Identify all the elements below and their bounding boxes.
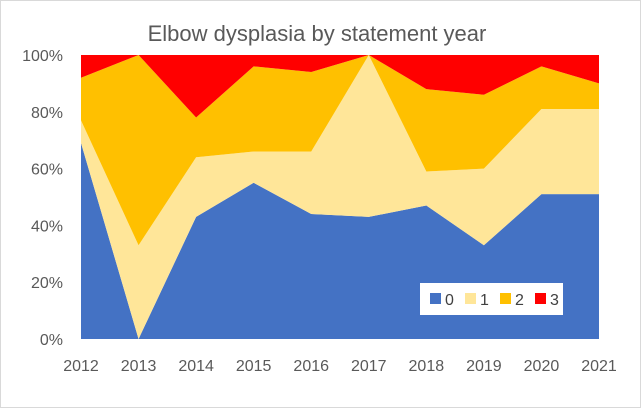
x-tick-label: 2012 (63, 358, 99, 375)
x-tick-label: 2014 (178, 358, 214, 375)
legend: 0 1 2 3 (420, 283, 563, 315)
x-tick-label: 2020 (524, 358, 560, 375)
legend-swatch-3 (535, 293, 546, 304)
legend-label-2: 2 (515, 292, 524, 309)
x-tick-label: 2016 (293, 358, 329, 375)
y-tick-label: 60% (31, 162, 63, 179)
y-tick-label: 40% (31, 218, 63, 235)
x-tick-label: 2019 (466, 358, 502, 375)
area-series-3 (81, 55, 599, 118)
legend-label-1: 1 (480, 292, 489, 309)
y-tick-label: 20% (31, 275, 63, 292)
x-tick-label: 2015 (236, 358, 272, 375)
x-tick-label: 2018 (409, 358, 445, 375)
legend-label-0: 0 (445, 292, 454, 309)
legend-swatch-0 (430, 293, 441, 304)
y-tick-label: 100% (22, 48, 63, 65)
area-series-1 (81, 55, 599, 339)
x-axis-ticks: 2012 2013 2014 2015 2016 2017 2018 2019 2020 2021 (63, 358, 617, 375)
x-tick-label: 2021 (581, 358, 617, 375)
chart-title: Elbow dysplasia by statement year (148, 21, 487, 46)
x-tick-label: 2013 (121, 358, 157, 375)
y-axis-ticks: 0% 20% 40% 60% 80% 100% (22, 48, 63, 349)
area-series-2 (81, 55, 599, 246)
legend-label-3: 3 (550, 292, 559, 309)
y-tick-label: 0% (40, 332, 63, 349)
y-tick-label: 80% (31, 105, 63, 122)
legend-swatch-2 (500, 293, 511, 304)
legend-swatch-1 (465, 293, 476, 304)
x-tick-label: 2017 (351, 358, 387, 375)
